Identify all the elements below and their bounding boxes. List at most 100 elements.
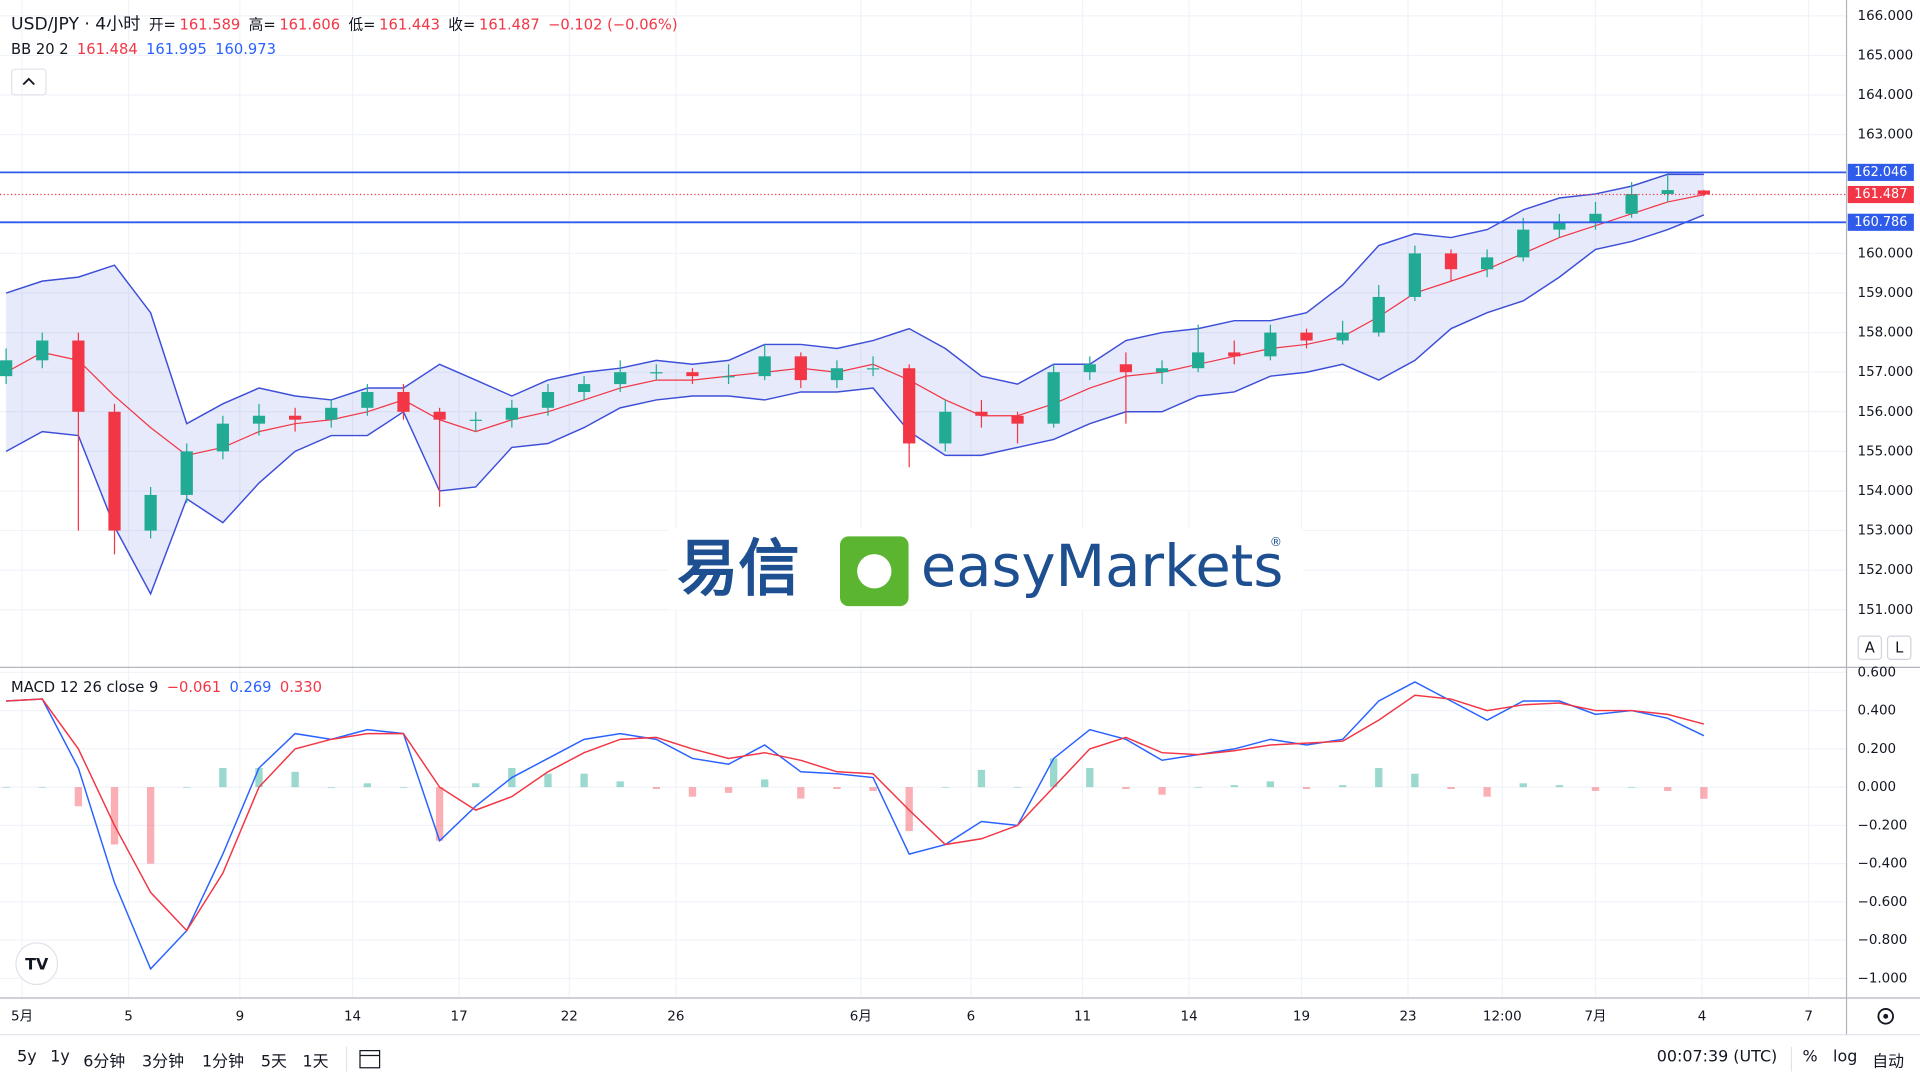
macd-histogram-bar: [1266, 781, 1275, 788]
macd-tick-label: 0.200: [1858, 742, 1897, 757]
x-tick-label: 7: [1804, 1009, 1813, 1024]
macd-histogram-bar: [183, 787, 191, 788]
candle-body: [794, 356, 807, 381]
candle-body: [1047, 372, 1060, 424]
tv-badge-circle: [15, 942, 59, 986]
range-button[interactable]: 3分钟: [142, 1053, 185, 1072]
log-button[interactable]: log: [1833, 1048, 1858, 1067]
macd-histogram-bar: [1664, 787, 1672, 791]
y-tick-label: 152.000: [1858, 563, 1914, 578]
auto-scale-button[interactable]: A: [1857, 635, 1883, 661]
macd-signal-value: 0.330: [279, 678, 322, 696]
y-tick-label: 165.000: [1858, 48, 1914, 63]
x-tick-label: 12:00: [1483, 1009, 1522, 1024]
last-price-label: 161.487: [1854, 187, 1907, 202]
macd-histogram-bar: [833, 787, 841, 790]
macd-histogram-bar: [1122, 787, 1130, 790]
range-button[interactable]: 1y: [50, 1048, 70, 1067]
candle-body: [758, 356, 771, 377]
macd-histogram-bar: [797, 787, 805, 799]
macd-tick-label: −0.200: [1858, 818, 1908, 833]
macd-histogram-bar: [255, 767, 263, 788]
macd-label: MACD 12 26 close 9: [11, 678, 159, 696]
change: −0.102 (−0.06%): [548, 15, 678, 34]
x-tick-label: 7月: [1584, 1009, 1606, 1024]
x-tick-label: 6月: [850, 1009, 872, 1024]
logo-icon-dot: [857, 554, 892, 589]
macd-histogram-bar: [1627, 787, 1636, 788]
macd-histogram-bar: [327, 787, 335, 788]
x-tick-label: 14: [344, 1009, 361, 1024]
macd-histogram-bar: [977, 769, 986, 788]
candle-body: [541, 391, 555, 408]
candle-body: [1155, 368, 1169, 373]
candle-body: [1011, 415, 1024, 424]
macd-histogram-bar: [1158, 787, 1166, 795]
candle-body: [1589, 213, 1602, 222]
percent-button[interactable]: %: [1802, 1048, 1818, 1067]
open-label: 开=: [148, 15, 176, 34]
close-value: 161.487: [478, 15, 540, 34]
chevron-line: [22, 77, 35, 86]
calendar-icon[interactable]: [359, 1050, 381, 1069]
gear[interactable]: [1877, 1008, 1894, 1025]
macd-tick-label: 0.000: [1858, 780, 1897, 795]
bb-label: BB 20 2: [11, 40, 69, 58]
macd-histogram-bar: [1302, 787, 1311, 790]
candle-body: [505, 407, 518, 420]
macd-tick-label: −0.800: [1858, 933, 1908, 948]
logo-background: [668, 528, 1303, 610]
x-tick-label: 22: [561, 1009, 578, 1024]
macd-histogram-bar: [1338, 785, 1347, 788]
grid: [0, 0, 1847, 998]
macd-histogram-bar: [1447, 787, 1455, 790]
high-value: 161.606: [279, 15, 341, 34]
macd-histogram-bar: [74, 787, 83, 807]
range-button[interactable]: 1天: [302, 1053, 329, 1072]
macd-histogram-bar: [1700, 787, 1708, 799]
candle-body: [650, 372, 663, 374]
y-tick-label: 153.000: [1858, 524, 1914, 539]
candle-body: [0, 360, 13, 377]
macd-tick-label: −0.400: [1858, 857, 1908, 872]
range-button[interactable]: 6分钟: [83, 1053, 126, 1072]
macd-histogram-bar: [1519, 783, 1527, 788]
settings-icon[interactable]: [1877, 1008, 1894, 1025]
calendar[interactable]: [359, 1050, 381, 1069]
range-button[interactable]: 5天: [260, 1053, 287, 1072]
candle-body: [1480, 257, 1494, 270]
candle-body: [1192, 352, 1205, 369]
candle-body: [1336, 332, 1349, 341]
candle-body: [361, 391, 374, 408]
macd-histogram-bar: [1555, 785, 1564, 788]
open-value: 161.589: [179, 15, 241, 34]
macd-histogram-bar: [1411, 773, 1419, 788]
bb-upper: 161.995: [146, 40, 207, 58]
macd-histogram-bar: [941, 787, 949, 788]
y-tick-label: 155.000: [1858, 444, 1914, 459]
auto-button[interactable]: 自动: [1872, 1053, 1905, 1072]
candle-body: [577, 384, 591, 392]
macd-histogram-bar: [688, 787, 697, 797]
candle-body: [36, 340, 49, 361]
tv-badge-text: TV: [25, 954, 49, 973]
collapse-button[interactable]: [11, 68, 47, 96]
macd-histogram-bar: [1230, 785, 1238, 788]
candle-body: [975, 411, 988, 416]
candle-body: [903, 368, 916, 444]
gear-center: [1883, 1013, 1889, 1019]
log-scale-button[interactable]: L: [1886, 635, 1912, 661]
level-tag: [1847, 163, 1914, 181]
x-tick-label: 5月: [11, 1009, 33, 1024]
macd-histogram-bar: [869, 787, 877, 791]
range-button[interactable]: 5y: [17, 1048, 37, 1067]
low-label: 低=: [348, 15, 376, 34]
x-tick-label: 11: [1074, 1009, 1091, 1024]
x-tick-label: 6: [967, 1009, 976, 1024]
y-tick-label: 151.000: [1858, 603, 1914, 618]
range-button[interactable]: 1分钟: [202, 1053, 245, 1072]
macd-histogram-bar: [1375, 767, 1383, 788]
macd-histogram-bar: [219, 767, 227, 788]
candle-body: [144, 494, 157, 531]
